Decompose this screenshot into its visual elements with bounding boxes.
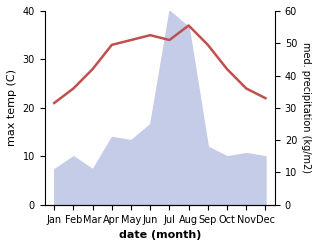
X-axis label: date (month): date (month) bbox=[119, 230, 201, 240]
Y-axis label: med. precipitation (kg/m2): med. precipitation (kg/m2) bbox=[301, 42, 311, 173]
Y-axis label: max temp (C): max temp (C) bbox=[7, 69, 17, 146]
